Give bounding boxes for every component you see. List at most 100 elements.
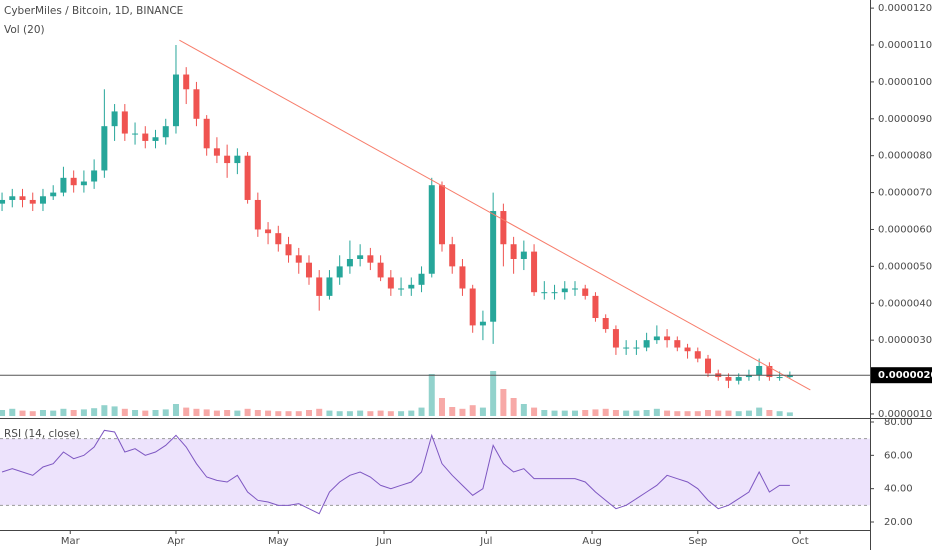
- candle-body: [561, 288, 568, 293]
- volume-bar: [408, 410, 415, 416]
- volume-bar: [377, 410, 384, 416]
- volume-bar: [500, 389, 507, 416]
- candle-body: [459, 266, 466, 289]
- volume-bar: [213, 410, 220, 416]
- candle-body: [305, 262, 312, 278]
- candle-body: [551, 292, 558, 294]
- candle-body: [756, 365, 763, 376]
- candle-body: [60, 177, 67, 193]
- candle-body: [193, 89, 200, 119]
- volume-bar: [29, 411, 36, 416]
- volume-bar: [705, 410, 712, 416]
- volume-bar: [80, 409, 87, 416]
- candle-body: [776, 377, 783, 379]
- volume-bar: [694, 411, 701, 416]
- rsi-title: RSI (14, close): [4, 428, 80, 440]
- candle-body: [132, 133, 139, 135]
- volume-bar: [295, 411, 302, 416]
- volume-bar: [9, 408, 16, 416]
- volume-bar: [592, 409, 599, 416]
- candle-body: [674, 340, 681, 348]
- volume-bar: [490, 371, 497, 416]
- candle-body: [449, 244, 456, 267]
- volume-bar: [786, 412, 793, 416]
- last-price-label: 0.00000205: [878, 370, 932, 381]
- candle-body: [398, 288, 405, 290]
- volume-bar: [776, 411, 783, 416]
- candle-body: [285, 244, 292, 256]
- x-tick-label: Mar: [61, 536, 81, 547]
- volume-bar: [275, 411, 282, 416]
- candle-body: [183, 74, 190, 90]
- candle-body: [541, 292, 548, 294]
- candle-body: [213, 148, 220, 156]
- volume-bar: [551, 410, 558, 416]
- x-tick-label: Apr: [167, 536, 185, 547]
- volume-bar: [234, 410, 241, 416]
- candle-body: [582, 288, 589, 296]
- volume-bar: [162, 409, 169, 416]
- candle-body: [684, 347, 691, 352]
- volume-bar: [224, 410, 231, 416]
- candle-body: [0, 199, 6, 204]
- volume-bar: [653, 408, 660, 416]
- volume-bar: [326, 410, 333, 416]
- volume-bar: [305, 410, 312, 416]
- volume-bar: [643, 410, 650, 416]
- candle-body: [664, 336, 671, 341]
- volume-bar: [367, 411, 374, 416]
- candle-body: [265, 229, 272, 234]
- candle-body: [653, 336, 660, 341]
- volume-bar: [316, 408, 323, 416]
- volume-bar: [91, 408, 98, 416]
- volume-bar: [664, 410, 671, 416]
- candle-body: [357, 255, 364, 259]
- volume-bar: [418, 407, 425, 416]
- candle-body: [295, 255, 302, 263]
- volume-bar: [449, 407, 456, 416]
- x-tick-label: Oct: [791, 536, 808, 547]
- candle-body: [469, 288, 476, 326]
- volume-bar: [725, 410, 732, 416]
- volume-bar: [336, 411, 343, 416]
- rsi-tick-label: 40.00: [884, 484, 913, 495]
- candle-body: [571, 288, 578, 290]
- candle-body: [725, 377, 732, 381]
- candle-body: [623, 347, 630, 349]
- candle-body: [234, 155, 241, 164]
- candle-body: [612, 329, 619, 348]
- volume-bar: [121, 408, 128, 416]
- candle-body: [152, 137, 159, 141]
- rsi-tick-label: 20.00: [884, 517, 913, 528]
- y-tick-label: 0.00000100: [878, 409, 932, 420]
- volume-bar: [346, 411, 353, 416]
- volume-bar: [387, 411, 394, 416]
- volume-bar: [684, 411, 691, 416]
- volume-bar: [152, 410, 159, 416]
- candle-body: [602, 318, 609, 330]
- volume-bar: [0, 410, 6, 416]
- candle-body: [520, 251, 527, 259]
- candle-body: [254, 199, 261, 230]
- candle-body: [531, 251, 538, 293]
- rsi-tick-label: 80.00: [884, 417, 913, 428]
- volume-bar: [561, 410, 568, 416]
- candle-body: [224, 155, 231, 164]
- volume-bar: [265, 410, 272, 416]
- candle-body: [418, 273, 425, 285]
- volume-bar: [19, 410, 26, 416]
- volume-title: Vol (20): [4, 24, 45, 36]
- candle-body: [438, 185, 445, 245]
- volume-bar: [111, 406, 118, 416]
- chart-title: CyberMiles / Bitcoin, 1D, BINANCE: [4, 5, 183, 17]
- volume-bar: [428, 374, 435, 416]
- last-price-box: [871, 367, 932, 384]
- candle-body: [387, 277, 394, 289]
- volume-bar: [510, 398, 517, 416]
